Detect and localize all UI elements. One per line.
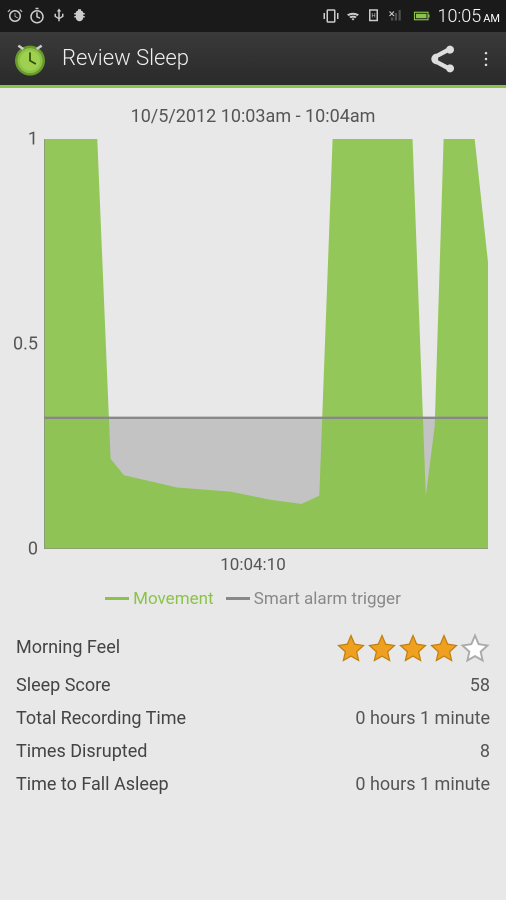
stat-value: 0 hours 1 minute	[355, 774, 490, 795]
page-title: Review Sleep	[62, 46, 408, 71]
x-axis-label: 10:04:10	[14, 555, 492, 575]
stat-value: 8	[480, 741, 490, 762]
status-left-icons	[6, 7, 90, 25]
stat-label: Morning Feel	[16, 637, 336, 658]
star-icon[interactable]	[336, 633, 366, 663]
wifi-icon	[344, 7, 362, 25]
stat-row: Times Disrupted8	[14, 735, 492, 768]
content-area: 10/5/2012 10:03am - 10:04am 1 0.5 0 10:0…	[0, 88, 506, 811]
stat-value: 0 hours 1 minute	[355, 708, 490, 729]
stat-label: Total Recording Time	[16, 708, 355, 729]
vibrate-icon	[322, 7, 340, 25]
legend-trigger: Smart alarm trigger	[226, 589, 401, 609]
legend-movement: Movement	[105, 589, 213, 609]
status-bar: H 10:05AM	[0, 0, 506, 32]
star-rating[interactable]	[336, 633, 490, 663]
data-icon: H	[366, 7, 384, 25]
chart-canvas	[44, 139, 488, 549]
stat-label: Time to Fall Asleep	[16, 774, 355, 795]
chart-title: 10/5/2012 10:03am - 10:04am	[14, 106, 492, 127]
chart-legend: Movement Smart alarm trigger	[14, 585, 492, 609]
sleep-chart: 10/5/2012 10:03am - 10:04am 1 0.5 0 10:0…	[14, 106, 492, 609]
stat-value: 58	[470, 675, 490, 696]
status-time: 10:05AM	[438, 6, 501, 27]
menu-overflow-icon[interactable]	[476, 43, 496, 75]
signal-icon	[388, 7, 406, 25]
app-bar: Review Sleep	[0, 32, 506, 88]
star-icon[interactable]	[398, 633, 428, 663]
chart-box: 1 0.5 0	[44, 139, 488, 549]
stat-row: Morning Feel	[14, 627, 492, 669]
star-icon[interactable]	[429, 633, 459, 663]
stat-row: Total Recording Time0 hours 1 minute	[14, 702, 492, 735]
alarm-icon	[6, 7, 24, 25]
stopwatch-icon	[28, 7, 46, 25]
share-icon[interactable]	[426, 43, 458, 75]
stat-label: Times Disrupted	[16, 741, 480, 762]
y-axis-labels: 1 0.5 0	[14, 139, 42, 549]
usb-icon	[50, 7, 68, 25]
battery-icon	[410, 7, 434, 25]
star-icon[interactable]	[367, 633, 397, 663]
stat-row: Sleep Score58	[14, 669, 492, 702]
app-clock-icon	[10, 39, 50, 79]
stat-label: Sleep Score	[16, 675, 470, 696]
bug-icon	[72, 7, 90, 25]
star-icon[interactable]	[460, 633, 490, 663]
stat-row: Time to Fall Asleep0 hours 1 minute	[14, 768, 492, 801]
stats-list: Morning FeelSleep Score58Total Recording…	[14, 627, 492, 801]
status-right-icons: H 10:05AM	[322, 6, 501, 27]
svg-text:H: H	[371, 13, 375, 20]
